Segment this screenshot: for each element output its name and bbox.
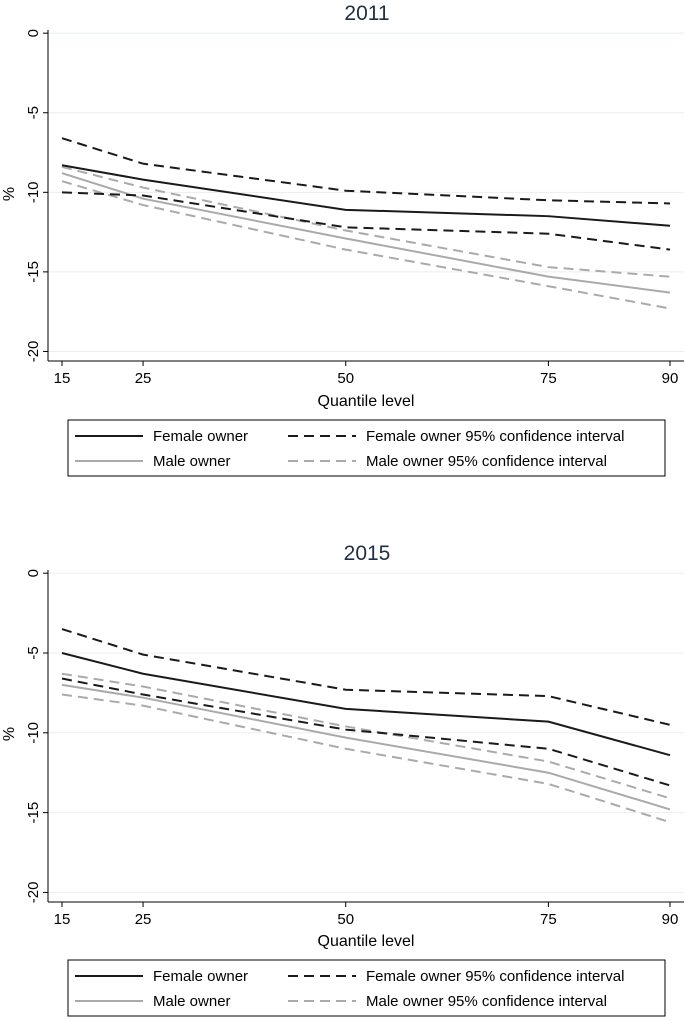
- x-tick-label: 75: [540, 370, 557, 387]
- legend-label: Female owner 95% confidence interval: [366, 428, 624, 445]
- x-ticks: 15 25 50 75 90: [54, 902, 679, 928]
- series-line-male-owner-95-confidence-interval-upper: [61, 165, 671, 278]
- x-tick-label: 75: [540, 911, 557, 928]
- y-tick-label: -10: [25, 722, 42, 744]
- y-tick-label: -5: [25, 646, 42, 659]
- chart-2011: 2011 0 -5 -10 -15 -20 15 25 50 75 90 % Quantile …: [1, 2, 684, 477]
- gridlines: [48, 572, 684, 893]
- y-tick-label: -20: [25, 341, 42, 363]
- legend-label: Male owner 95% confidence interval: [366, 453, 607, 470]
- legend-label: Male owner: [153, 993, 231, 1010]
- series-group: [61, 137, 671, 310]
- series-line-male-owner: [61, 683, 671, 811]
- x-ticks: 15 25 50 75 90: [54, 361, 679, 387]
- y-tick-label: -5: [25, 106, 42, 119]
- legend: Female owner Female owner 95% confidence …: [75, 968, 624, 1010]
- x-tick-label: 25: [135, 911, 152, 928]
- y-axis-label: %: [1, 187, 18, 201]
- y-tick-label: -15: [25, 261, 42, 283]
- chart-2011-svg: 2011 0 -5 -10 -15 -20 15 25 50 75 90 % Quantile …: [1, 2, 684, 477]
- x-tick-label: 15: [54, 911, 71, 928]
- series-line-male-owner-95-confidence-interval-lower: [61, 693, 671, 824]
- y-tick-label: -10: [25, 181, 42, 203]
- chart-title: 2011: [344, 2, 389, 25]
- series-line-female-owner-95-confidence-interval-lower: [61, 677, 671, 787]
- series-line-female-owner-95-confidence-interval-lower: [61, 191, 671, 251]
- series-line-male-owner: [61, 172, 671, 294]
- y-tick-label: 0: [25, 569, 42, 577]
- series-line-female-owner-95-confidence-interval-upper: [61, 628, 671, 726]
- y-ticks: 0 -5 -10 -15 -20: [25, 569, 48, 903]
- legend-box: [67, 419, 666, 477]
- chart-title: 2015: [344, 542, 391, 565]
- x-axis-label: Quantile level: [318, 393, 415, 410]
- x-tick-label: 90: [662, 911, 679, 928]
- y-tick-label: 0: [25, 29, 42, 37]
- legend: Female owner Female owner 95% confidence …: [75, 428, 624, 470]
- x-tick-label: 50: [337, 370, 354, 387]
- legend-label: Male owner 95% confidence interval: [366, 993, 607, 1010]
- series-group: [61, 628, 671, 824]
- legend-label: Male owner: [153, 453, 231, 470]
- legend-label: Female owner: [153, 968, 248, 985]
- series-line-male-owner-95-confidence-interval-upper: [61, 672, 671, 800]
- x-tick-label: 90: [662, 370, 679, 387]
- legend-label: Female owner 95% confidence interval: [366, 968, 624, 985]
- chart-2015: 2015 0 -5 -10 -15 -20 15 25 50 75 90 % Quantile …: [0, 510, 685, 1020]
- x-tick-label: 50: [337, 911, 354, 928]
- x-axis-label: Quantile level: [318, 933, 415, 950]
- series-line-female-owner: [61, 652, 671, 757]
- series-line-male-owner-95-confidence-interval-lower: [61, 180, 671, 310]
- y-tick-label: -15: [25, 802, 42, 824]
- y-ticks: 0 -5 -10 -15 -20: [25, 29, 48, 362]
- series-line-female-owner-95-confidence-interval-upper: [61, 137, 671, 205]
- chart-2015-svg: 2015 0 -5 -10 -15 -20 15 25 50 75 90 % Quantile …: [1, 542, 684, 1017]
- y-tick-label: -20: [25, 882, 42, 904]
- legend-box: [67, 959, 666, 1017]
- y-axis-label: %: [1, 727, 18, 741]
- legend-label: Female owner: [153, 428, 248, 445]
- series-line-female-owner: [61, 164, 671, 227]
- x-tick-label: 15: [54, 370, 71, 387]
- x-tick-label: 25: [135, 370, 152, 387]
